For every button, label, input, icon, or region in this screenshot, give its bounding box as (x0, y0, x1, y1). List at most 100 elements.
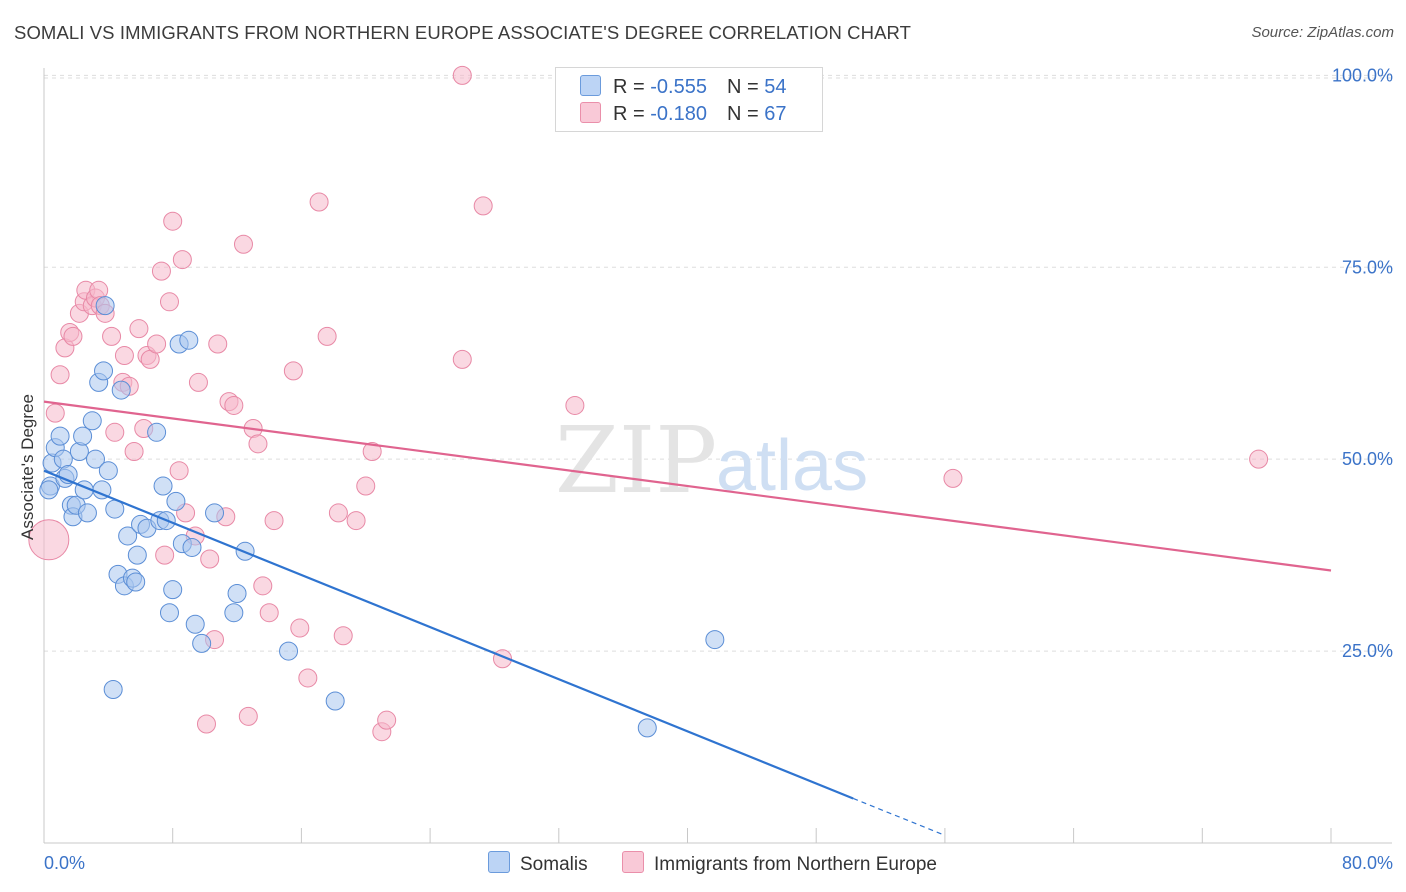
bottom-legend-somalis: Somalis (488, 851, 588, 876)
somalis-point (82, 411, 102, 431)
y-tick-label: 50.0% (1342, 449, 1393, 469)
immigrants-point (63, 326, 83, 346)
immigrants-point (333, 626, 353, 646)
bottom-legend-immigrants: Immigrants from Northern Europe (622, 851, 937, 876)
immigrants-point (1249, 449, 1269, 469)
somalis-point (94, 361, 114, 381)
immigrants-point (346, 511, 366, 531)
immigrants-point (114, 346, 134, 366)
chart-title: SOMALI VS IMMIGRANTS FROM NORTHERN EUROP… (14, 22, 912, 43)
somalis-point (69, 442, 89, 461)
somalis-trend-extension (852, 797, 946, 836)
immigrants-point (196, 714, 216, 734)
somalis-point (118, 526, 138, 546)
somalis-point (111, 380, 131, 400)
somalis-point (127, 545, 147, 565)
somalis-swatch (580, 75, 601, 96)
immigrants-point (124, 442, 144, 461)
immigrants-swatch (622, 851, 644, 873)
somalis-point (279, 641, 299, 661)
watermark-zip: ZIP (555, 407, 717, 514)
immigrants-point (377, 710, 397, 730)
immigrants-point (50, 365, 70, 385)
somalis-point (85, 449, 105, 469)
chart-source: Source: ZipAtlas.com (1251, 24, 1394, 41)
series-somalis (39, 296, 725, 738)
legend-row-immigrants: R = -0.180 N = 67 (580, 102, 786, 126)
somalis-point (637, 718, 657, 738)
watermark-atlas: atlas (716, 426, 868, 506)
somalis-point (77, 503, 97, 523)
legend-r-value: -0.180 (650, 103, 707, 125)
somalis-point (39, 480, 59, 500)
immigrants-point (362, 442, 382, 461)
immigrants-point (290, 618, 310, 638)
somalis-point (95, 296, 115, 316)
immigrants-point (565, 395, 585, 415)
legend-n-label: N = (726, 103, 765, 125)
legend-row-somalis: R = -0.555 N = 54 (580, 75, 786, 99)
immigrants-point (28, 519, 70, 561)
somalis-swatch (488, 851, 510, 873)
immigrants-point (172, 250, 192, 270)
series-immigrants (28, 65, 1269, 742)
immigrants-point (129, 319, 149, 339)
immigrants-point (233, 234, 253, 254)
bottom-legend-immigrants-label: Immigrants from Northern Europe (654, 854, 937, 875)
stats-legend: R = -0.555 N = 54 R = -0.180 N = 67 (555, 67, 823, 132)
y-tick-label: 75.0% (1342, 257, 1393, 277)
immigrants-swatch (580, 102, 601, 123)
somalis-point (103, 679, 123, 699)
y-tick-label: 100.0% (1332, 65, 1393, 85)
somalis-point (98, 461, 118, 481)
watermark: ZIP atlas (555, 407, 868, 514)
immigrants-trend-line (43, 400, 1332, 572)
somalis-point (163, 580, 183, 600)
immigrants-point (943, 468, 963, 488)
legend-n-label: N = (726, 76, 765, 98)
immigrants-point (264, 511, 284, 531)
somalis-point (192, 633, 212, 653)
x-tick-label: 80.0% (1342, 853, 1393, 873)
somalis-point (182, 537, 202, 557)
somalis-point (185, 614, 205, 634)
y-tick-label: 25.0% (1342, 641, 1393, 661)
somalis-point (153, 476, 173, 496)
immigrants-point (328, 503, 348, 523)
immigrants-point (102, 326, 122, 346)
immigrants-point (248, 434, 268, 454)
immigrants-point (298, 668, 318, 688)
immigrants-point (147, 334, 167, 354)
legend-r-label: R = (613, 76, 651, 98)
somalis-point (126, 572, 146, 592)
somalis-point (179, 330, 199, 350)
immigrants-point (151, 261, 171, 281)
somalis-point (166, 491, 186, 511)
immigrants-point (259, 603, 279, 623)
immigrants-point (159, 292, 179, 312)
legend-n-value: 67 (764, 103, 787, 125)
legend-r-label: R = (613, 103, 651, 125)
somalis-point (325, 691, 345, 711)
immigrants-point (356, 476, 376, 496)
somalis-point (705, 630, 725, 650)
immigrants-point (452, 65, 472, 85)
legend-n-value: 54 (764, 76, 787, 98)
somalis-point (224, 603, 244, 623)
y-axis-label: Associate's Degree (18, 394, 37, 540)
immigrants-point (208, 334, 228, 354)
immigrants-point (238, 706, 258, 726)
somalis-point (73, 426, 93, 446)
somalis-point (159, 603, 179, 623)
immigrants-point (45, 403, 65, 423)
immigrants-point (452, 349, 472, 369)
immigrants-point (188, 372, 208, 392)
immigrants-point (309, 192, 329, 212)
immigrants-point (105, 422, 125, 442)
somalis-point (147, 422, 167, 442)
immigrants-point (317, 326, 337, 346)
immigrants-point (169, 461, 189, 481)
somalis-point (205, 503, 225, 523)
immigrants-point (253, 576, 273, 596)
